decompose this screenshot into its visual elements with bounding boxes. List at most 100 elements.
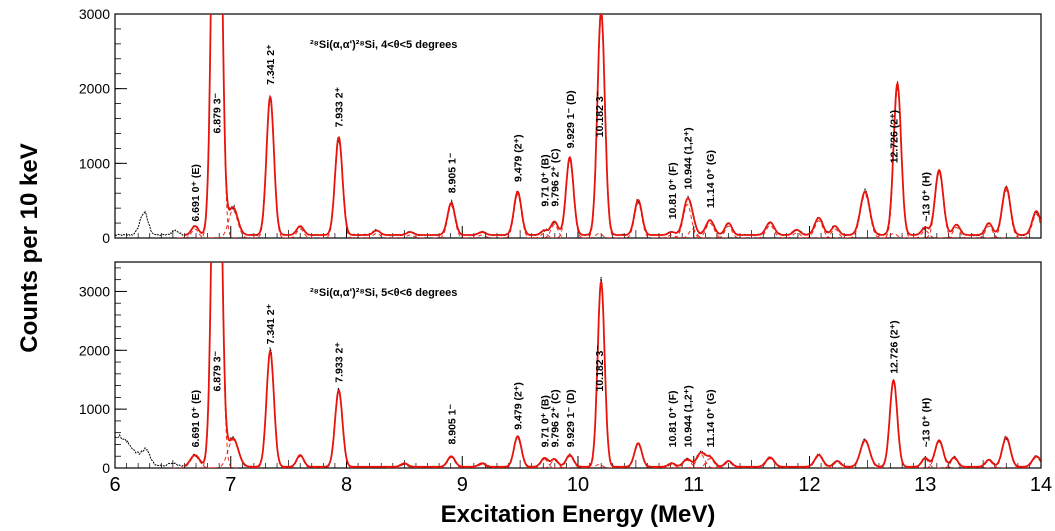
x-tick-label: 10 bbox=[567, 474, 589, 496]
x-tick-label: 14 bbox=[1030, 474, 1052, 496]
fit-component-peak bbox=[551, 455, 588, 468]
fit-component-peak bbox=[749, 224, 790, 238]
fit-component-peak bbox=[798, 455, 839, 468]
x-tick-label: 8 bbox=[341, 474, 352, 496]
panel-1: 0 1000 2000 3000 ²⁸Si(α,α')²⁸Si, 4<θ<5 degre… bbox=[79, 6, 1042, 246]
y-tick-label: 3000 bbox=[79, 6, 110, 22]
peak-annotation: 10.81 0⁺ (F) bbox=[667, 390, 679, 447]
fit-component-peak bbox=[464, 464, 499, 468]
fit-component-peak bbox=[537, 224, 572, 238]
peak-annotation: 6.879 3⁻ bbox=[212, 92, 224, 133]
peak-annotation: 9.71 0⁺ (B) bbox=[539, 154, 551, 206]
fit-component-peak bbox=[320, 138, 357, 238]
peak-annotation: 12.726 (2⁺) bbox=[889, 110, 901, 163]
x-tick-labels: 6 7 8 9 10 11 12 13 14 bbox=[109, 474, 1052, 496]
fit-component-peak bbox=[196, 262, 237, 468]
x-tick-label: 6 bbox=[109, 474, 120, 496]
peak-annotation: 10.944 (1,2⁺) bbox=[682, 385, 694, 447]
peak-annotation: 8.905 1⁻ bbox=[446, 403, 458, 444]
total-fit-curve bbox=[184, 14, 1041, 236]
peak-annotation: 7.341 2⁺ bbox=[265, 303, 277, 344]
y-tick-label: 2000 bbox=[79, 81, 110, 97]
x-tick-label: 13 bbox=[914, 474, 936, 496]
fit-component-peak bbox=[171, 455, 219, 468]
fit-component-peak bbox=[209, 209, 257, 238]
fit-component-peak bbox=[619, 443, 657, 468]
peak-annotation: 12.726 (2⁺) bbox=[889, 320, 901, 373]
y-tick-label: 2000 bbox=[79, 342, 110, 358]
fit-component-peak bbox=[196, 14, 237, 238]
panel-title: ²⁸Si(α,α')²⁸Si, 4<θ<5 degrees bbox=[310, 39, 457, 51]
x-tick-label: 12 bbox=[798, 474, 820, 496]
y-tick-label: 0 bbox=[102, 230, 110, 246]
peak-annotation: 10.81 0⁺ (F) bbox=[667, 162, 679, 219]
peak-annotation: ~13 0⁺ (H) bbox=[920, 172, 932, 222]
fit-component-peak bbox=[907, 458, 942, 468]
y-tick-label: 1000 bbox=[79, 401, 110, 417]
peak-annotation: 9.796 2⁺ (C) bbox=[549, 389, 561, 447]
fit-component-peak bbox=[918, 172, 959, 238]
panel-2: 0 1000 2000 3000 ²⁸Si(α,α')²⁸Si, 5<θ<6 degre… bbox=[79, 261, 1042, 476]
peak-annotation: 11.14 0⁺ (G) bbox=[705, 389, 717, 447]
fit-component-peak bbox=[654, 464, 689, 468]
fit-component-peak bbox=[841, 194, 888, 238]
y-tick-label: 0 bbox=[102, 460, 110, 476]
peak-annotation: 9.71 0⁺ (B) bbox=[539, 395, 551, 447]
fit-component-peak bbox=[971, 225, 1006, 238]
y-tick-label: 3000 bbox=[79, 283, 110, 299]
x-tick-label: 9 bbox=[457, 474, 468, 496]
fit-component-peak bbox=[654, 234, 689, 238]
fit-component-peak bbox=[667, 203, 707, 238]
total-fit-curve bbox=[184, 262, 1041, 468]
fit-component-peak bbox=[875, 380, 912, 468]
fit-component-peak bbox=[282, 228, 318, 238]
fit-component-peak bbox=[841, 440, 888, 468]
peak-annotation: 9.796 2⁺ (C) bbox=[549, 149, 561, 207]
fit-component-peak bbox=[392, 234, 427, 238]
plot-area bbox=[115, 262, 1041, 468]
fit-component-peak bbox=[432, 205, 470, 238]
fit-component-peak bbox=[689, 222, 730, 238]
peak-annotation: 6.691 0⁺ (E) bbox=[190, 164, 202, 222]
peak-annotation: 6.691 0⁺ (E) bbox=[190, 390, 202, 448]
peak-annotation: 7.933 2⁺ bbox=[334, 86, 346, 127]
plot-frame bbox=[114, 261, 1042, 469]
y-axis-title: Counts per 10 keV bbox=[16, 143, 43, 352]
peak-annotation: ~13 0⁺ (H) bbox=[920, 398, 932, 448]
fit-component-peak bbox=[675, 228, 710, 238]
fit-component-peak bbox=[798, 220, 839, 238]
plot-frame bbox=[114, 13, 1042, 239]
fit-component-peak bbox=[1016, 213, 1041, 238]
peak-annotation: 10.182 3⁻ bbox=[594, 90, 606, 137]
y-tick-label: 1000 bbox=[79, 155, 110, 171]
fit-component-peak bbox=[207, 439, 260, 468]
fit-component-peak bbox=[619, 202, 657, 238]
fit-component-peak bbox=[749, 458, 790, 468]
peak-annotation: 9.479 (2⁺) bbox=[513, 382, 525, 430]
fit-component-peak bbox=[251, 98, 289, 238]
fit-component-peak bbox=[499, 436, 536, 468]
fit-component-peak bbox=[282, 455, 318, 468]
fit-component-peak bbox=[711, 225, 746, 238]
peak-annotation: 7.341 2⁺ bbox=[265, 44, 277, 85]
plot-panels: 0 1000 2000 3000 ²⁸Si(α,α')²⁸Si, 4<θ<5 degre… bbox=[79, 6, 1042, 476]
fit-component-peak bbox=[464, 234, 499, 238]
fit-component-peak bbox=[1016, 456, 1041, 468]
x-tick-label: 11 bbox=[683, 474, 704, 496]
fit-component-peak bbox=[432, 456, 470, 468]
peak-annotation: 6.879 3⁻ bbox=[212, 350, 224, 391]
fit-component-peak bbox=[499, 194, 536, 238]
peak-annotation: 10.182 3⁻ bbox=[594, 345, 606, 392]
fit-component-peak bbox=[939, 226, 974, 238]
fit-component-peak bbox=[527, 458, 562, 468]
fit-component-peak bbox=[251, 351, 289, 468]
fit-component-peak bbox=[878, 86, 916, 238]
data-spectrum bbox=[115, 14, 1041, 237]
peak-annotation: 11.14 0⁺ (G) bbox=[705, 150, 717, 208]
fit-component-peak bbox=[936, 458, 971, 468]
x-tick-label: 7 bbox=[225, 474, 236, 496]
peak-annotation: 9.929 1⁻ (D) bbox=[565, 389, 577, 447]
fit-component-peak bbox=[817, 228, 852, 238]
fit-component-peak bbox=[177, 228, 213, 238]
